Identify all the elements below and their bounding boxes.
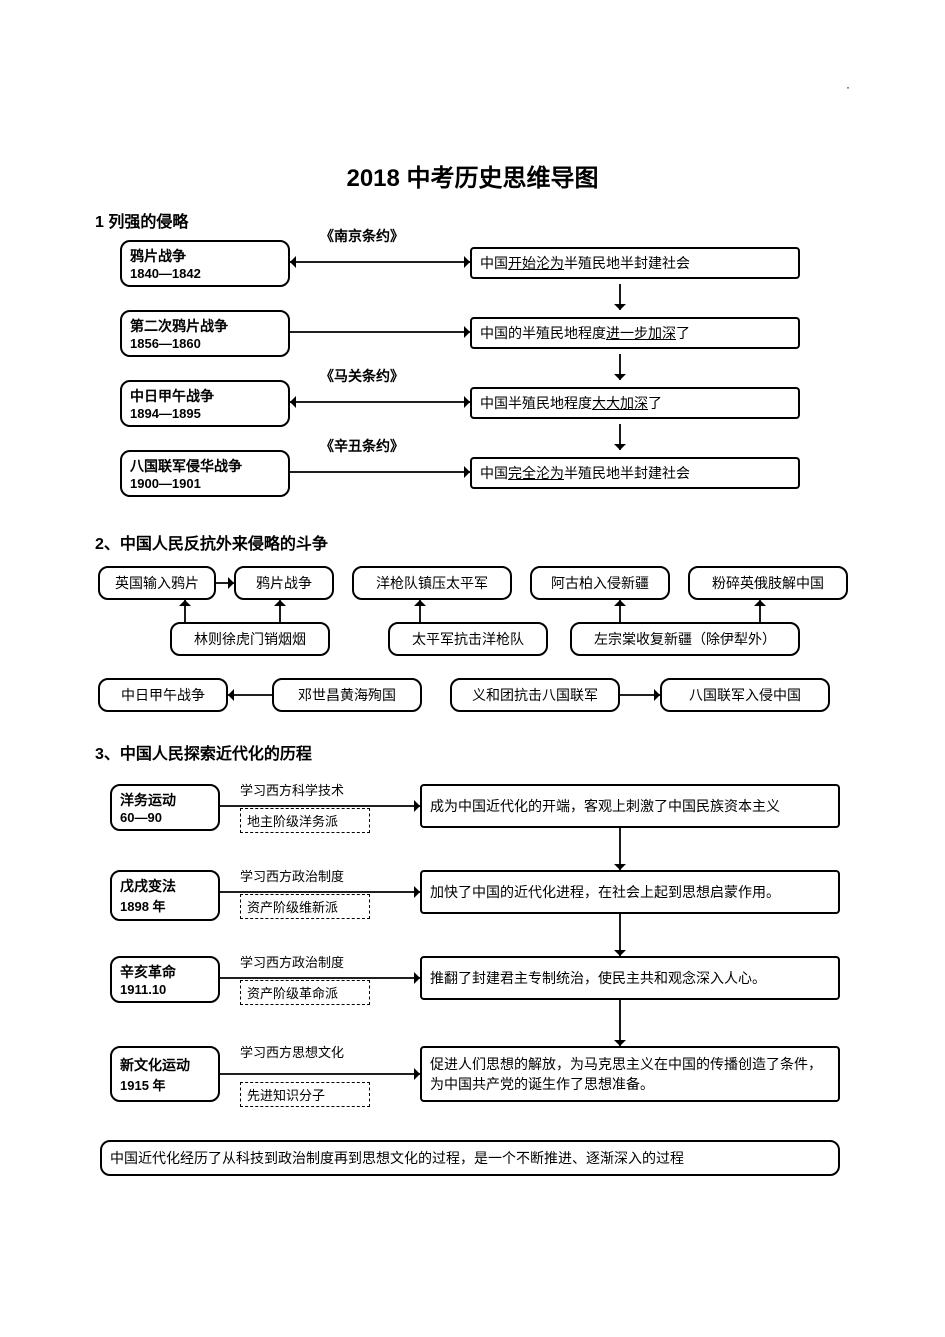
event-text: 粉碎英俄肢解中国: [712, 573, 824, 593]
event-text: 英国输入鸦片: [115, 573, 199, 593]
learn-label: 学习西方科学技术: [240, 780, 344, 799]
event-text: 邓世昌黄海殉国: [298, 685, 396, 705]
summary-box: 中国近代化经历了从科技到政治制度再到思想文化的过程，是一个不断推进、逐渐深入的过…: [100, 1140, 840, 1176]
effect-text: 促进人们思想的解放，为马克思主义在中国的传播创造了条件，为中国共产党的诞生作了思…: [430, 1054, 830, 1094]
result-box: 中国完全沦为半殖民地半封建社会: [470, 457, 800, 489]
result-text: 中国半殖民地程度大大加深了: [480, 393, 790, 413]
result-box: 中国的半殖民地程度进一步加深了: [470, 317, 800, 349]
event-text: 太平军抗击洋枪队: [412, 629, 524, 649]
effect-box: 加快了中国的近代化进程，在社会上起到思想启蒙作用。: [420, 870, 840, 914]
event-box: 英国输入鸦片: [98, 566, 216, 600]
effect-box: 促进人们思想的解放，为马克思主义在中国的传播创造了条件，为中国共产党的诞生作了思…: [420, 1046, 840, 1102]
learn-label: 学习西方思想文化: [240, 1042, 344, 1061]
result-box: 中国半殖民地程度大大加深了: [470, 387, 800, 419]
effect-text: 成为中国近代化的开端，客观上刺激了中国民族资本主义: [430, 796, 830, 816]
event-text: 洋枪队镇压太平军: [376, 573, 488, 593]
page: 2018 中考历史思维导图 · 1 列强的侵略 鸦片战争1840—1842中国开…: [0, 0, 945, 1337]
event-box: 中日甲午战争: [98, 678, 228, 712]
arrow-layer: [0, 0, 945, 1337]
war-name: 鸦片战争: [130, 246, 280, 266]
treaty-label: 《南京条约》: [320, 226, 404, 246]
event-box: 义和团抗击八国联军: [450, 678, 620, 712]
page-marker: ·: [846, 80, 850, 94]
movement-year: 60—90: [120, 810, 210, 825]
event-box: 邓世昌黄海殉国: [272, 678, 422, 712]
movement-year: 1898 年: [120, 896, 210, 915]
effect-text: 推翻了封建君主专制统治，使民主共和观念深入人心。: [430, 968, 830, 988]
war-name: 第二次鸦片战争: [130, 316, 280, 336]
event-box: 鸦片战争: [234, 566, 334, 600]
effect-box: 成为中国近代化的开端，客观上刺激了中国民族资本主义: [420, 784, 840, 828]
effect-box: 推翻了封建君主专制统治，使民主共和观念深入人心。: [420, 956, 840, 1000]
event-box: 左宗棠收复新疆（除伊犁外）: [570, 622, 800, 656]
movement-year: 1911.10: [120, 982, 210, 997]
war-years: 1894—1895: [130, 406, 280, 421]
war-box: 鸦片战争1840—1842: [120, 240, 290, 287]
war-years: 1900—1901: [130, 476, 280, 491]
event-box: 洋枪队镇压太平军: [352, 566, 512, 600]
section3-heading: 3、中国人民探索近代化的历程: [95, 740, 312, 764]
event-box: 太平军抗击洋枪队: [388, 622, 548, 656]
war-years: 1856—1860: [130, 336, 280, 351]
learn-label: 学习西方政治制度: [240, 866, 344, 885]
learn-label: 学习西方政治制度: [240, 952, 344, 971]
war-box: 第二次鸦片战争1856—1860: [120, 310, 290, 357]
section2-heading: 2、中国人民反抗外来侵略的斗争: [95, 530, 328, 554]
result-box: 中国开始沦为半殖民地半封建社会: [470, 247, 800, 279]
movement-box: 洋务运动60—90: [110, 784, 220, 831]
event-box: 林则徐虎门销烟烟: [170, 622, 330, 656]
event-text: 林则徐虎门销烟烟: [194, 629, 306, 649]
class-label: 资产阶级革命派: [240, 980, 370, 1005]
war-years: 1840—1842: [130, 266, 280, 281]
event-text: 阿古柏入侵新疆: [551, 573, 649, 593]
movement-name: 戊戌变法: [120, 876, 210, 896]
war-name: 中日甲午战争: [130, 386, 280, 406]
page-title: 2018 中考历史思维导图: [0, 158, 945, 193]
war-box: 中日甲午战争1894—1895: [120, 380, 290, 427]
event-box: 阿古柏入侵新疆: [530, 566, 670, 600]
event-box: 八国联军入侵中国: [660, 678, 830, 712]
result-text: 中国的半殖民地程度进一步加深了: [480, 323, 790, 343]
section1-heading: 1 列强的侵略: [95, 208, 188, 232]
event-text: 八国联军入侵中国: [689, 685, 801, 705]
class-label: 先进知识分子: [240, 1082, 370, 1107]
movement-name: 辛亥革命: [120, 962, 210, 982]
treaty-label: 《辛丑条约》: [320, 436, 404, 456]
event-text: 鸦片战争: [256, 573, 312, 593]
event-box: 粉碎英俄肢解中国: [688, 566, 848, 600]
result-text: 中国开始沦为半殖民地半封建社会: [480, 253, 790, 273]
event-text: 中日甲午战争: [121, 685, 205, 705]
result-text: 中国完全沦为半殖民地半封建社会: [480, 463, 790, 483]
movement-box: 戊戌变法1898 年: [110, 870, 220, 921]
class-label: 地主阶级洋务派: [240, 808, 370, 833]
movement-box: 新文化运动1915 年: [110, 1046, 220, 1102]
treaty-label: 《马关条约》: [320, 366, 404, 386]
movement-name: 洋务运动: [120, 790, 210, 810]
movement-name: 新文化运动: [120, 1055, 210, 1075]
effect-text: 加快了中国的近代化进程，在社会上起到思想启蒙作用。: [430, 882, 830, 902]
summary-text: 中国近代化经历了从科技到政治制度再到思想文化的过程，是一个不断推进、逐渐深入的过…: [110, 1148, 830, 1168]
class-label: 资产阶级维新派: [240, 894, 370, 919]
war-box: 八国联军侵华战争1900—1901: [120, 450, 290, 497]
event-text: 义和团抗击八国联军: [472, 685, 598, 705]
movement-box: 辛亥革命1911.10: [110, 956, 220, 1003]
war-name: 八国联军侵华战争: [130, 456, 280, 476]
event-text: 左宗棠收复新疆（除伊犁外）: [594, 629, 776, 649]
movement-year: 1915 年: [120, 1075, 210, 1094]
